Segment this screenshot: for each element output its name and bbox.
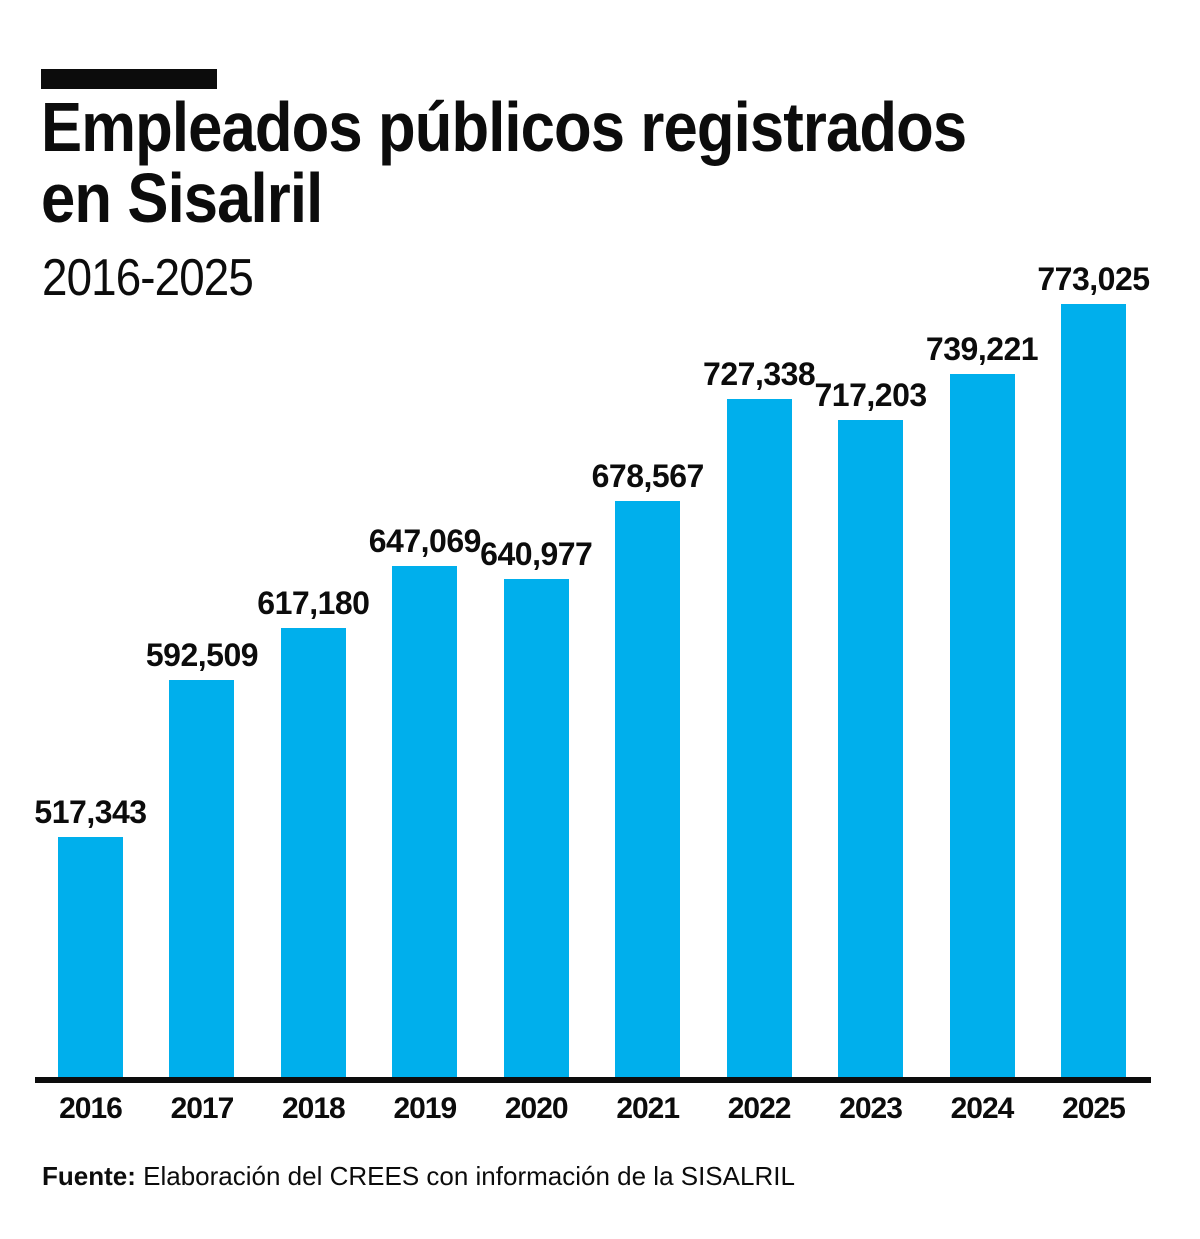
bar-column-2024: 739,221 (926, 331, 1039, 1077)
bar-2016 (58, 837, 123, 1077)
bar-value-label-2024: 739,221 (925, 331, 1039, 367)
x-tick-2018: 2018 (282, 1092, 346, 1125)
chart-title-line1: Empleados públicos registrados (41, 88, 967, 166)
bar-2025 (1060, 304, 1126, 1077)
bar-2019 (392, 566, 458, 1077)
bar-2022 (726, 399, 792, 1077)
bar-column-2022: 727,338 (703, 356, 816, 1077)
bar-2024 (949, 374, 1015, 1077)
bar-value-label-2016: 517,343 (34, 794, 147, 830)
bar-column-2018: 617,180 (257, 585, 370, 1077)
bar-value-label-2022: 727,338 (703, 356, 816, 392)
bar-column-2017: 592,509 (146, 637, 259, 1077)
chart-subtitle: 2016-2025 (42, 249, 254, 307)
bar-2018 (280, 628, 346, 1077)
bar-value-label-2019: 647,069 (368, 523, 482, 559)
x-tick-2023: 2023 (839, 1092, 903, 1125)
chart-title-line2: en Sisalril (41, 159, 323, 237)
x-tick-2019: 2019 (393, 1092, 457, 1125)
source-text-content: Elaboración del CREES con información de… (143, 1161, 795, 1191)
source-label: Fuente: (42, 1161, 136, 1191)
bar-column-2021: 678,567 (592, 458, 704, 1077)
bar-column-2016: 517,343 (34, 794, 147, 1077)
bar-column-2023: 717,203 (814, 377, 927, 1077)
x-tick-2022: 2022 (727, 1092, 792, 1125)
bar-column-2025: 773,025 (1037, 261, 1150, 1077)
bar-value-label-2017: 592,509 (145, 637, 259, 673)
x-axis-tick-labels: 2016 2017 2018 2019 2020 2021 2022 2023 2024 2025 (58, 1092, 1126, 1126)
bar-column-2019: 647,069 (369, 523, 481, 1077)
kicker-bar (41, 69, 217, 89)
bar-value-label-2020: 640,977 (480, 536, 593, 572)
bar-value-label-2021: 678,567 (591, 458, 705, 494)
bar-value-label-2025: 773,025 (1037, 261, 1150, 297)
bar-2023 (838, 420, 904, 1077)
x-tick-2017: 2017 (170, 1092, 235, 1125)
source-text: Elaboración del CREES con información de… (143, 1161, 795, 1191)
x-tick-2016: 2016 (59, 1092, 123, 1125)
bar-value-label-2023: 717,203 (814, 377, 927, 413)
bar-value-label-2018: 617,180 (257, 585, 370, 621)
bar-2017 (169, 680, 235, 1077)
x-axis-line (35, 1077, 1151, 1083)
source-note: Fuente: Elaboración del CREES con inform… (42, 1160, 795, 1192)
bar-2021 (615, 501, 681, 1077)
x-tick-2024: 2024 (950, 1092, 1015, 1125)
x-tick-2021: 2021 (616, 1092, 680, 1125)
bar-chart-plot-area: 517,343 592,509 617,180 647,069 640,977 678,5… (34, 261, 1150, 1077)
bar-column-2020: 640,977 (480, 536, 593, 1077)
x-tick-2025: 2025 (1062, 1092, 1126, 1125)
bar-2020 (503, 579, 569, 1077)
chart-title: Empleados públicos registrados en Sisalri… (41, 92, 967, 237)
x-tick-2020: 2020 (504, 1092, 569, 1125)
